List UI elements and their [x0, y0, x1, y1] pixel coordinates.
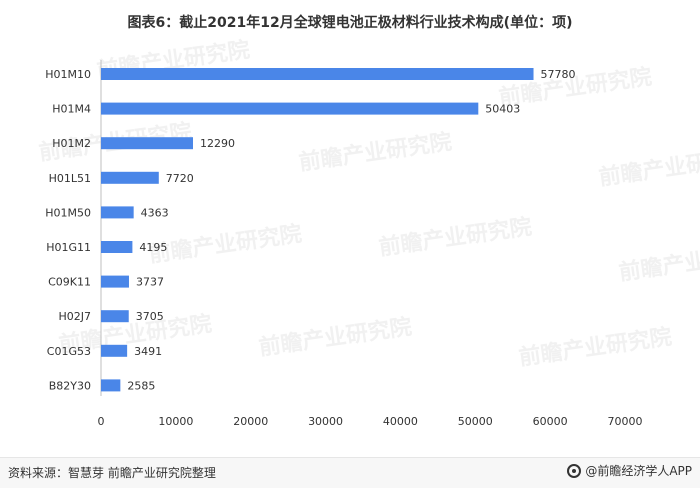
category-label: H02J7: [58, 310, 91, 323]
watermark-text: 前瞻产业研究院: [297, 129, 453, 176]
category-label: C01G53: [47, 345, 91, 358]
x-tick-label: 30000: [308, 415, 343, 428]
data-label: 12290: [200, 137, 235, 150]
data-label: 4195: [139, 241, 167, 254]
category-label: B82Y30: [49, 379, 91, 392]
watermark-text: 前瞻产业研究院: [597, 144, 700, 191]
x-tick-label: 10000: [158, 415, 193, 428]
category-label: H01M10: [45, 68, 91, 81]
data-label: 3705: [136, 310, 164, 323]
watermark-text: 前瞻产业研究院: [377, 214, 533, 261]
x-tick-label: 70000: [608, 415, 643, 428]
footer: 资料来源：智慧芽 前瞻产业研究院整理 @前瞻经济学人APP: [0, 457, 700, 488]
category-label: H01L51: [49, 172, 91, 185]
category-label: H01M50: [45, 206, 91, 219]
data-label: 4363: [141, 206, 169, 219]
x-tick-label: 60000: [533, 415, 568, 428]
bar: [101, 310, 129, 323]
watermark-text: 前瞻产业研究院: [617, 239, 700, 286]
category-label: H01M2: [52, 137, 91, 150]
bar: [101, 379, 121, 392]
bar: [101, 241, 133, 253]
x-tick-label: 20000: [233, 415, 268, 428]
source-text: 资料来源：智慧芽 前瞻产业研究院整理: [8, 466, 216, 480]
bar: [101, 275, 129, 288]
chart-title: 图表6：截止2021年12月全球锂电池正极材料行业技术构成(单位：项): [127, 15, 573, 31]
data-label: 2585: [127, 379, 155, 392]
brand-logo-icon: [567, 463, 582, 478]
x-tick-label: 40000: [383, 415, 418, 428]
watermark-text: 前瞻产业研究院: [517, 324, 673, 371]
brand: @前瞻经济学人APP: [567, 462, 692, 479]
category-label: H01G11: [46, 241, 91, 254]
x-tick-label: 0: [98, 415, 105, 428]
data-label: 3491: [134, 345, 162, 358]
category-label: H01M4: [52, 103, 91, 116]
bar: [101, 171, 159, 184]
watermark-text: 前瞻产业研究院: [257, 314, 413, 361]
x-tick-label: 50000: [458, 415, 493, 428]
brand-text: @前瞻经济学人APP: [585, 464, 692, 478]
watermark-text: 前瞻产业研究院: [147, 221, 303, 268]
bar: [101, 68, 534, 80]
bar: [101, 344, 128, 357]
bar: [101, 137, 193, 150]
bar: [101, 206, 134, 219]
data-label: 50403: [485, 103, 520, 116]
category-label: C09K11: [48, 276, 91, 289]
bar: [101, 102, 479, 115]
data-label: 7720: [166, 172, 194, 185]
data-label: 3737: [136, 276, 164, 289]
data-label: 57780: [541, 68, 576, 81]
